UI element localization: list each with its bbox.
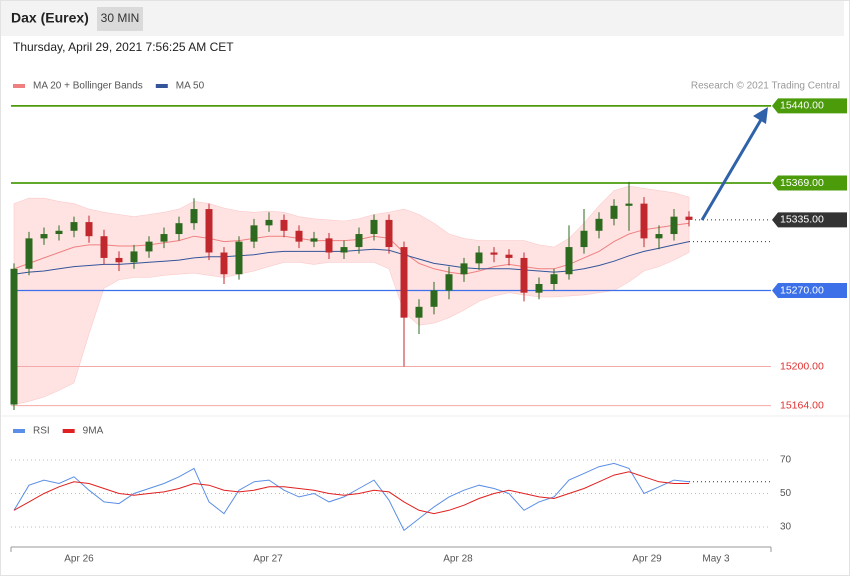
legend-swatch bbox=[62, 429, 75, 433]
candle-body bbox=[130, 251, 138, 263]
x-tick-label: May 3 bbox=[702, 554, 730, 565]
candle-body bbox=[55, 230, 63, 235]
level-label: 15200.00 bbox=[780, 360, 824, 372]
candle-body bbox=[280, 219, 288, 231]
x-tick-label: Apr 26 bbox=[64, 554, 94, 565]
candle-body bbox=[430, 290, 438, 307]
level-label: 15164.00 bbox=[780, 399, 824, 411]
legend-label: 9MA bbox=[83, 426, 104, 437]
candle-body bbox=[610, 205, 618, 219]
plot: MA 20 + Bollinger Bands MA 50 15440.00 1536… bbox=[10, 81, 847, 565]
candle-body bbox=[385, 219, 393, 248]
legend-label: RSI bbox=[33, 426, 50, 437]
level-tag bbox=[772, 283, 847, 299]
candle-body bbox=[535, 284, 543, 293]
x-tick-label: Apr 29 bbox=[632, 554, 662, 565]
candle-body bbox=[85, 222, 93, 237]
candle-body bbox=[655, 234, 663, 239]
bollinger-band bbox=[13, 185, 690, 405]
interval-badge bbox=[97, 7, 143, 31]
candle-body bbox=[565, 247, 573, 275]
candle-body bbox=[25, 238, 33, 269]
candle-body bbox=[550, 274, 558, 284]
candle-body bbox=[100, 236, 108, 258]
candle-body bbox=[145, 241, 153, 252]
level-label: 15440.00 bbox=[780, 100, 824, 112]
candle-body bbox=[475, 252, 483, 264]
candle-body bbox=[625, 203, 633, 206]
ma-line bbox=[13, 241, 690, 275]
candle-body bbox=[70, 222, 78, 231]
candle-body bbox=[160, 234, 168, 242]
legend-swatch bbox=[13, 84, 25, 88]
legend-label: MA 20 + Bollinger Bands bbox=[33, 81, 143, 92]
candle-body bbox=[265, 219, 273, 226]
candle-body bbox=[175, 223, 183, 235]
candle-body bbox=[595, 218, 603, 231]
attribution: Research © 2021 Trading Central bbox=[691, 81, 840, 92]
candle-body bbox=[310, 238, 318, 242]
candle-body bbox=[250, 225, 258, 242]
candle-body bbox=[370, 219, 378, 235]
candle-body bbox=[415, 306, 423, 318]
candle-body bbox=[235, 241, 243, 275]
level-label: 15270.00 bbox=[780, 284, 824, 296]
candle-body bbox=[190, 209, 198, 224]
x-tick-label: Apr 28 bbox=[443, 554, 473, 565]
level-label: 15335.00 bbox=[780, 214, 824, 226]
candle-body bbox=[340, 247, 348, 253]
ma-line bbox=[13, 222, 690, 275]
y-tick-label: 70 bbox=[780, 455, 792, 466]
candle-body bbox=[205, 209, 213, 253]
legend-swatch bbox=[13, 429, 25, 433]
legend-swatch bbox=[155, 84, 168, 88]
candle-body bbox=[355, 234, 363, 248]
level-tag bbox=[772, 175, 847, 191]
level-tag bbox=[772, 98, 847, 114]
candle-body bbox=[640, 203, 648, 239]
forecast-arrow bbox=[700, 117, 764, 221]
instrument-title: Dax (Eurex) bbox=[11, 10, 89, 26]
level-label: 15369.00 bbox=[780, 177, 824, 189]
legend-label: MA 50 bbox=[176, 81, 205, 92]
y-tick-label: 30 bbox=[780, 522, 792, 533]
candle-body bbox=[10, 268, 18, 405]
rsi-line bbox=[13, 462, 690, 532]
rsi-line bbox=[13, 471, 689, 515]
candle-body bbox=[505, 254, 513, 258]
candle-body bbox=[40, 234, 48, 239]
level-tag bbox=[772, 212, 847, 228]
candle-body bbox=[670, 216, 678, 235]
candle-body bbox=[400, 247, 408, 318]
candle-body bbox=[220, 252, 228, 275]
candle-body bbox=[520, 257, 528, 293]
x-tick-label: Apr 27 bbox=[253, 554, 283, 565]
y-tick-label: 50 bbox=[780, 488, 792, 499]
candle-body bbox=[445, 274, 453, 291]
timestamp: Thursday, April 29, 2021 7:56:25 AM CET bbox=[13, 40, 234, 54]
candle-body bbox=[115, 257, 123, 263]
arrow-head bbox=[753, 107, 768, 124]
interval: 30 MIN bbox=[101, 11, 140, 25]
candle-body bbox=[685, 216, 693, 220]
candle-body bbox=[460, 263, 468, 275]
candle-body bbox=[325, 238, 333, 253]
candle-body bbox=[580, 230, 588, 248]
candle-body bbox=[295, 230, 303, 242]
candle-body bbox=[490, 252, 498, 255]
